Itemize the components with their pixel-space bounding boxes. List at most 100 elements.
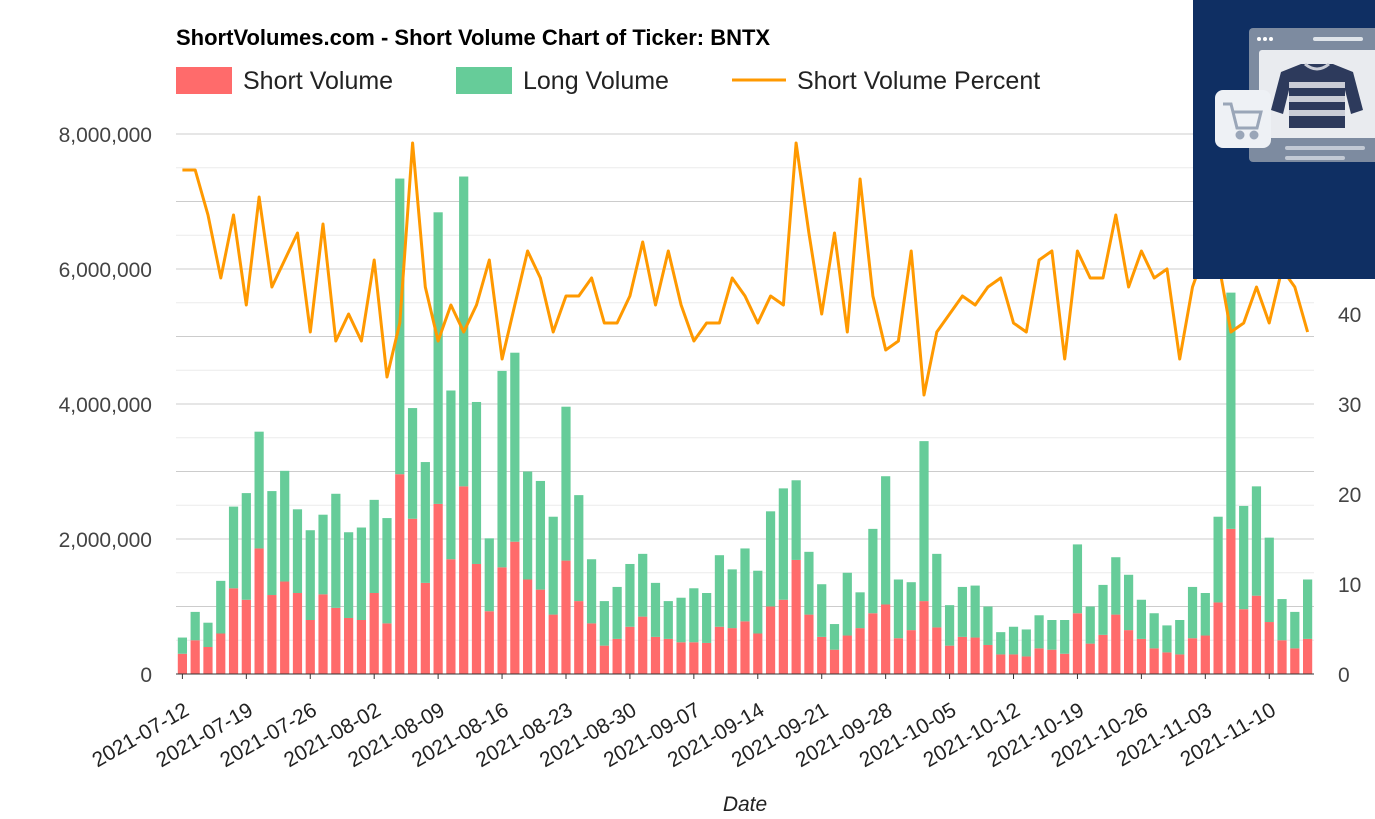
window-dot-icon [1269,37,1273,41]
y-tick-label-right: 40 [1338,304,1361,327]
chart-title: ShortVolumes.com - Short Volume Chart of… [176,25,770,50]
long-volume-bar [1175,620,1185,655]
long-volume-bar [1149,613,1159,649]
long-volume-bar [650,582,661,637]
text-line-graphic [1285,156,1345,160]
short-volume-bar [689,642,699,674]
long-volume-bar [177,637,187,654]
long-volume-bar [855,592,865,629]
long-volume-bar [305,530,315,620]
y-tick-label-left: 8,000,000 [59,124,152,147]
short-volume-bar [868,613,878,674]
short-volume-bar [1047,649,1057,674]
short-volume-bar [228,588,239,674]
short-volume-bar [574,601,584,674]
long-volume-bar [407,408,418,519]
legend-swatch-short-volume [176,67,232,94]
y-axis-left: 0 2,000,000 4,000,000 6,000,000 8,000,000 [59,124,152,687]
short-volume-bar [1264,622,1274,674]
y-tick-label-left: 6,000,000 [59,259,152,282]
short-volume-bar [1123,630,1134,674]
short-volume-bar [459,486,469,674]
short-volume-bar [919,601,929,674]
short-volume-bar [497,567,507,674]
short-volume-bar [1060,653,1070,674]
short-volume-bar [957,636,967,674]
short-volume-bar [216,633,226,674]
long-volume-bar [1008,626,1019,655]
short-volume-bar [292,593,303,674]
long-volume-bar [996,632,1006,655]
short-volume-bar [1008,654,1019,674]
y-tick-label-right: 20 [1338,484,1361,507]
long-volume-bar [510,352,520,542]
short-volume-bar [714,626,725,674]
long-volume-bar [817,584,827,637]
short-volume-bar [1213,602,1223,674]
long-volume-bar [1072,544,1083,614]
short-volume-bar [318,594,328,674]
long-volume-bar [740,548,750,622]
short-volume-bar [638,616,648,674]
long-volume-bar [1187,586,1198,639]
x-axis: 2021-07-122021-07-192021-07-262021-08-02… [88,674,1280,772]
long-volume-bar [548,516,558,615]
short-volume-percent-line [182,141,1310,397]
ad-overlay[interactable] [1193,0,1375,279]
long-volume-bar [1098,584,1108,635]
long-volume-bar [1213,516,1223,603]
long-volume-bar [318,514,328,595]
short-volume-bar [280,581,290,674]
short-volume-bar [344,617,354,674]
long-volume-bar [689,588,699,643]
short-volume-bar [254,548,264,674]
short-volume-bar [970,637,980,674]
short-volume-bar [1200,635,1210,674]
shopping-ad-illustration [1215,28,1375,162]
short-volume-bar [881,604,891,674]
short-volume-bar [842,635,852,674]
short-volume-bar [420,582,430,674]
cart-badge-graphic [1215,90,1271,148]
long-volume-bar [216,580,226,634]
short-volume-bar [1226,528,1236,674]
short-volume-bar [1303,638,1313,674]
long-volume-bar [1264,537,1274,623]
short-volume-bar [331,607,341,674]
short-volume-bar [599,645,609,674]
short-volume-bar [305,620,315,674]
legend-label-short-volume: Short Volume [243,67,393,95]
window-dot-icon [1263,37,1267,41]
long-volume-bar [893,579,904,639]
long-volume-bar [1277,599,1287,641]
short-volume-bar [586,623,597,674]
short-volume-bar [433,503,443,674]
long-volume-bar [983,606,993,645]
short-volume-bar [407,518,418,674]
short-volume-bar [1149,648,1159,674]
short-volume-bar [548,614,558,674]
long-volume-bar [753,570,763,634]
long-volume-bar [1290,611,1300,649]
y-tick-label-left: 4,000,000 [59,394,152,417]
long-volume-bar [1123,574,1134,631]
short-volume-bar [932,627,942,674]
long-volume-bar [1047,620,1057,650]
short-volume-bar [1290,648,1300,674]
long-volume-bar [1034,615,1044,649]
short-volume-bar [369,593,379,674]
long-volume-bar [356,527,367,620]
short-volume-bar [804,614,814,674]
short-volume-bar [996,654,1006,674]
short-volume-bar [446,559,456,674]
short-volume-bar [1098,634,1108,674]
short-volume-bar [1239,609,1249,674]
short-volume-bar [1187,638,1198,674]
short-volume-bar [395,474,405,674]
short-volume-bar [817,636,827,674]
long-volume-bar [369,499,379,593]
short-volume-bar [753,633,763,674]
short-volume-bar [203,647,213,674]
long-volume-bar [1226,292,1236,529]
long-volume-bar [714,555,725,627]
